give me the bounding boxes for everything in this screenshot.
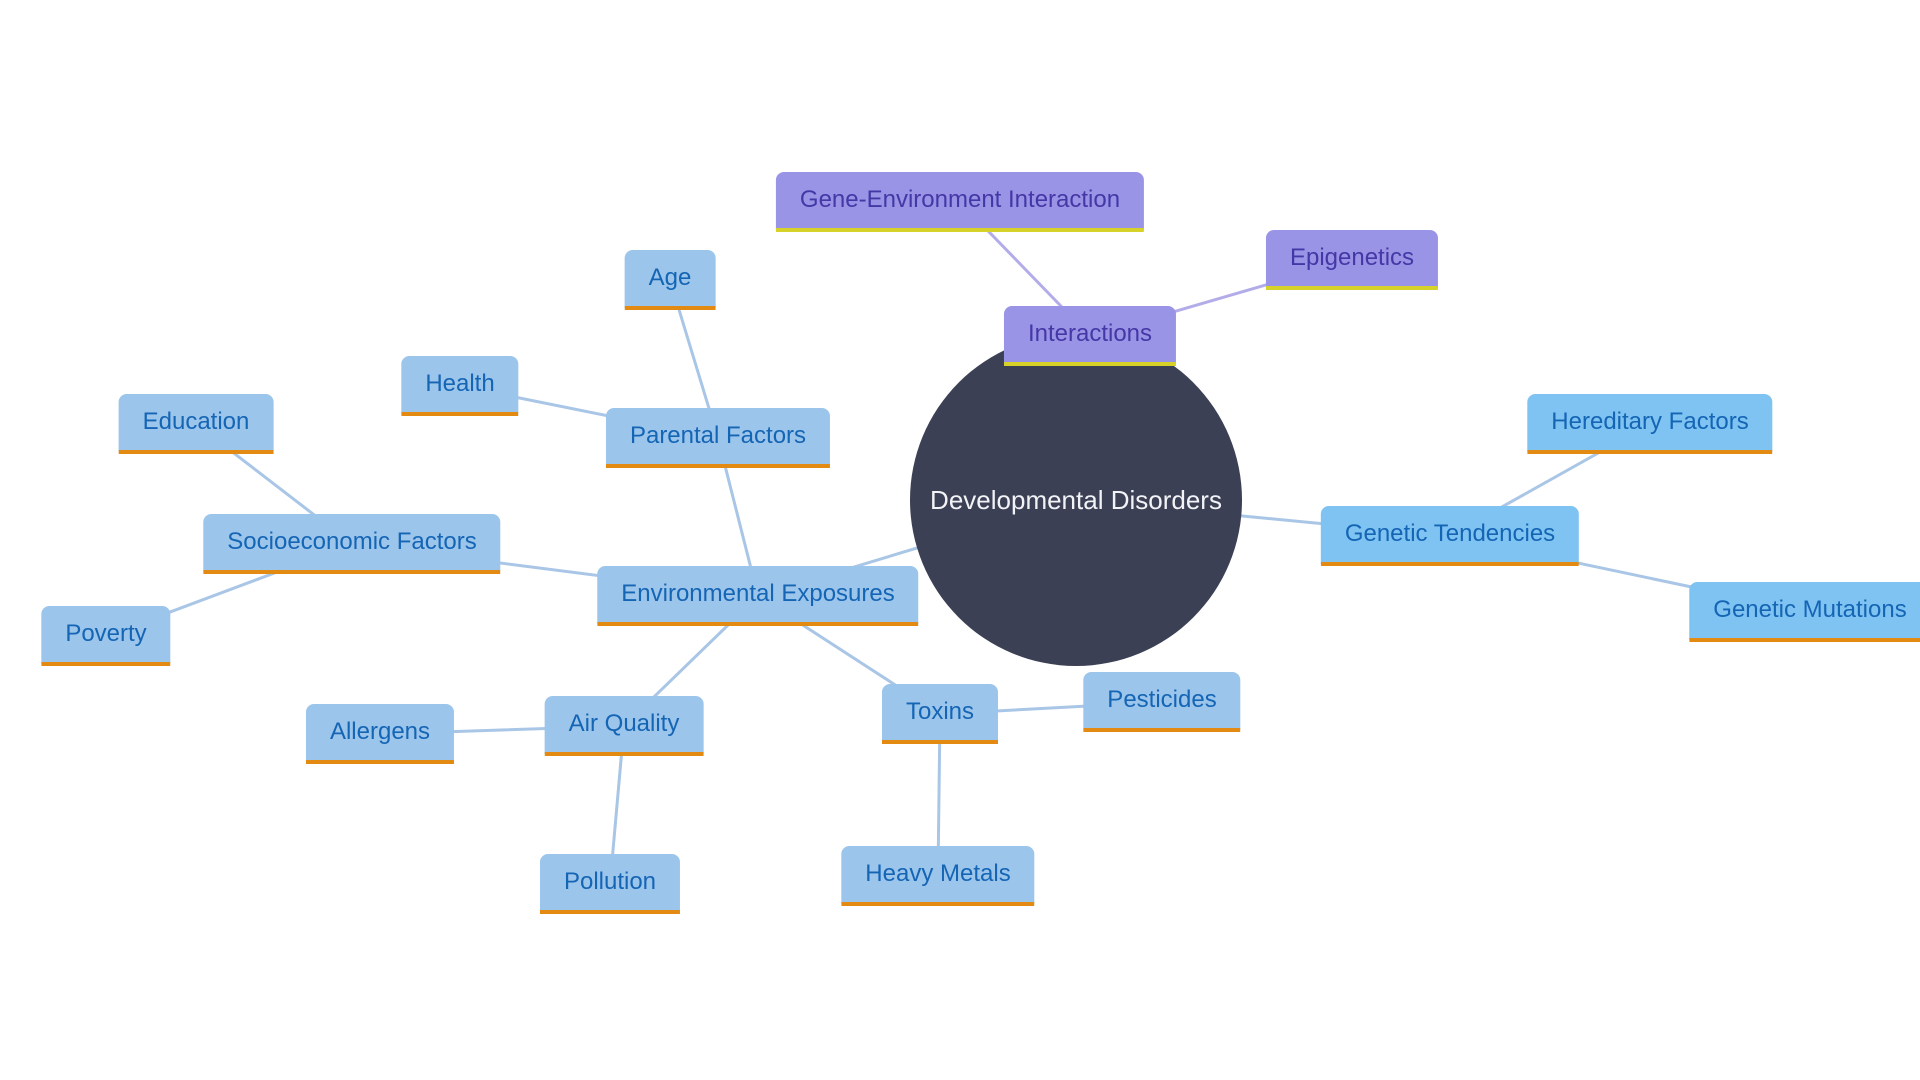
node-box: Genetic Mutations bbox=[1689, 582, 1920, 642]
node-label: Developmental Disorders bbox=[930, 485, 1222, 516]
node-box: Gene-Environment Interaction bbox=[776, 172, 1144, 232]
node-label: Parental Factors bbox=[630, 422, 806, 449]
node-box: Poverty bbox=[41, 606, 170, 666]
node-label: Toxins bbox=[906, 698, 974, 725]
node-label: Air Quality bbox=[569, 710, 680, 737]
node-label: Gene-Environment Interaction bbox=[800, 186, 1120, 213]
node-box: Pesticides bbox=[1083, 672, 1240, 732]
node-hereditary: Hereditary Factors bbox=[1527, 394, 1772, 454]
node-box: Parental Factors bbox=[606, 408, 830, 468]
node-pollution: Pollution bbox=[540, 854, 680, 914]
node-label: Education bbox=[143, 408, 250, 435]
node-label: Poverty bbox=[65, 620, 146, 647]
node-genetic_tendencies: Genetic Tendencies bbox=[1321, 506, 1579, 566]
node-heavy_metals: Heavy Metals bbox=[841, 846, 1034, 906]
node-label: Heavy Metals bbox=[865, 860, 1010, 887]
node-socioeconomic: Socioeconomic Factors bbox=[203, 514, 500, 574]
node-box: Heavy Metals bbox=[841, 846, 1034, 906]
node-box: Education bbox=[119, 394, 274, 454]
node-allergens: Allergens bbox=[306, 704, 454, 764]
node-gene_env: Gene-Environment Interaction bbox=[776, 172, 1144, 232]
node-box: Air Quality bbox=[545, 696, 704, 756]
node-box: Genetic Tendencies bbox=[1321, 506, 1579, 566]
node-label: Genetic Tendencies bbox=[1345, 520, 1555, 547]
node-label: Interactions bbox=[1028, 320, 1152, 347]
node-central: Developmental Disorders bbox=[910, 334, 1242, 666]
node-label: Pollution bbox=[564, 868, 656, 895]
node-box: Toxins bbox=[882, 684, 998, 744]
node-toxins: Toxins bbox=[882, 684, 998, 744]
node-label: Pesticides bbox=[1107, 686, 1216, 713]
node-box: Age bbox=[625, 250, 716, 310]
node-label: Allergens bbox=[330, 718, 430, 745]
node-parental: Parental Factors bbox=[606, 408, 830, 468]
node-box: Environmental Exposures bbox=[597, 566, 918, 626]
node-education: Education bbox=[119, 394, 274, 454]
node-label: Environmental Exposures bbox=[621, 580, 894, 607]
node-mutations: Genetic Mutations bbox=[1689, 582, 1920, 642]
node-poverty: Poverty bbox=[41, 606, 170, 666]
node-health: Health bbox=[401, 356, 518, 416]
node-label: Hereditary Factors bbox=[1551, 408, 1748, 435]
node-box: Hereditary Factors bbox=[1527, 394, 1772, 454]
node-box: Epigenetics bbox=[1266, 230, 1438, 290]
node-air_quality: Air Quality bbox=[545, 696, 704, 756]
node-epigenetics: Epigenetics bbox=[1266, 230, 1438, 290]
node-env_exposures: Environmental Exposures bbox=[597, 566, 918, 626]
node-box: Allergens bbox=[306, 704, 454, 764]
node-box: Interactions bbox=[1004, 306, 1176, 366]
node-label: Socioeconomic Factors bbox=[227, 528, 476, 555]
node-box: Pollution bbox=[540, 854, 680, 914]
node-label: Genetic Mutations bbox=[1713, 596, 1906, 623]
node-interactions: Interactions bbox=[1004, 306, 1176, 366]
node-label: Epigenetics bbox=[1290, 244, 1414, 271]
node-box: Health bbox=[401, 356, 518, 416]
node-label: Age bbox=[649, 264, 692, 291]
node-label: Health bbox=[425, 370, 494, 397]
node-pesticides: Pesticides bbox=[1083, 672, 1240, 732]
node-box: Socioeconomic Factors bbox=[203, 514, 500, 574]
node-age: Age bbox=[625, 250, 716, 310]
